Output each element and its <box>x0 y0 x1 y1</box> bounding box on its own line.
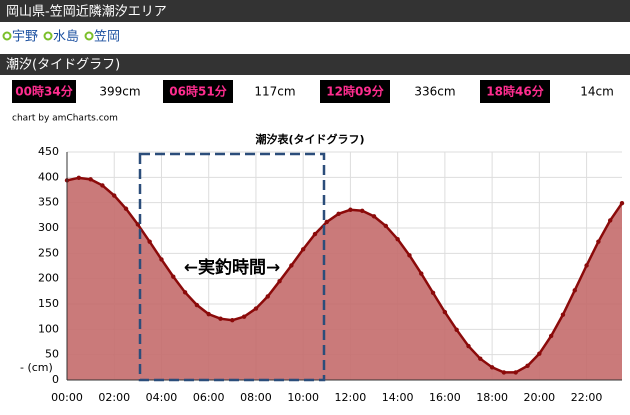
tide-height: 336cm <box>414 85 455 99</box>
data-point <box>466 343 471 349</box>
area-link[interactable]: 笠岡 <box>94 30 120 45</box>
x-tick-label: 00:00 <box>51 391 83 404</box>
header-bar <box>0 0 630 22</box>
chart-title: 潮汐表(タイドグラフ) <box>255 132 364 146</box>
data-point <box>194 302 200 308</box>
data-point <box>277 279 282 284</box>
x-tick-label: 06:00 <box>193 391 225 404</box>
tide-time: 12時09分 <box>326 84 383 99</box>
data-point <box>76 175 82 181</box>
annotation: ←実釣時間→ <box>184 257 281 278</box>
x-tick-label: 12:00 <box>335 391 367 404</box>
data-point <box>478 356 483 361</box>
area-link[interactable]: 宇野 <box>12 30 38 45</box>
fishing-time-box <box>138 152 326 382</box>
y-tick-label: 150 <box>38 297 59 310</box>
header-title: 岡山県-笠岡近隣潮汐エリア <box>6 4 167 20</box>
y-tick-label: 250 <box>38 246 59 259</box>
tide-time-box <box>480 80 550 103</box>
y-tick-label: 300 <box>38 221 59 234</box>
y-tick-label: 400 <box>38 170 59 183</box>
x-tick-label: 22:00 <box>571 391 603 404</box>
data-point <box>513 370 518 375</box>
data-point <box>419 271 424 276</box>
x-tick-label: 20:00 <box>523 391 555 404</box>
data-point <box>206 311 211 317</box>
y-tick-label: 200 <box>38 272 59 285</box>
link-icon <box>84 31 94 41</box>
x-tick-label: 16:00 <box>429 391 461 404</box>
data-point <box>371 214 377 219</box>
y-tick-label: 450 <box>38 145 59 158</box>
data-point <box>395 236 400 242</box>
data-point <box>454 327 459 333</box>
data-point <box>360 208 365 213</box>
data-point <box>230 318 235 323</box>
x-tick-label: 14:00 <box>382 391 414 404</box>
data-point <box>560 312 566 317</box>
data-point <box>501 370 507 375</box>
data-point <box>312 231 318 237</box>
data-point <box>159 257 164 262</box>
data-point <box>619 200 625 206</box>
data-point <box>525 363 530 369</box>
data-point <box>584 263 589 268</box>
x-tick-label: 18:00 <box>476 391 508 404</box>
data-point <box>182 290 188 295</box>
data-point <box>489 365 495 370</box>
tide-time: 00時34分 <box>15 84 72 99</box>
data-point <box>442 309 448 315</box>
y-tick-label: 100 <box>38 322 59 335</box>
tide-time-box <box>320 80 390 103</box>
tide-height: 399cm <box>99 85 140 99</box>
data-point <box>430 290 436 296</box>
area-link[interactable]: 水島 <box>53 30 79 45</box>
data-point <box>218 316 223 321</box>
tide-time-box <box>163 80 233 103</box>
data-point <box>300 247 306 252</box>
tide-time: 18時46分 <box>486 84 543 99</box>
data-point <box>123 206 129 211</box>
data-point <box>289 263 294 268</box>
link-icon <box>2 31 12 41</box>
tide-height: 14cm <box>580 85 614 99</box>
data-point <box>171 274 176 279</box>
tide-time-box <box>12 80 76 103</box>
y-tick-label: 350 <box>38 196 59 209</box>
section-bar <box>0 54 630 75</box>
x-tick-label: 08:00 <box>240 391 272 404</box>
tide-height: 117cm <box>254 85 295 99</box>
tide-line <box>66 176 624 374</box>
data-point <box>100 183 105 188</box>
data-point <box>348 207 353 212</box>
y-tick-label: 0 <box>52 373 59 386</box>
data-point <box>147 239 152 244</box>
data-point <box>336 211 341 217</box>
data-point <box>548 333 554 339</box>
data-point <box>572 288 577 293</box>
x-tick-label: 02:00 <box>98 391 130 404</box>
data-point <box>112 193 117 198</box>
y-tick-label: 50 <box>45 348 59 361</box>
x-tick-label: 10:00 <box>287 391 319 404</box>
area-fill <box>67 177 622 380</box>
tide-time: 06時51分 <box>169 84 226 99</box>
data-point <box>88 177 93 182</box>
data-point <box>596 239 601 244</box>
data-point <box>537 351 542 356</box>
data-point <box>324 219 329 225</box>
y-axis-label: - (cm) <box>20 361 53 374</box>
x-tick-label: 04:00 <box>146 391 178 404</box>
link-icon <box>43 31 53 41</box>
data-point <box>407 253 412 258</box>
credit: chart by amCharts.com <box>12 114 118 124</box>
data-point <box>253 306 259 311</box>
section-title: 潮汐(タイドグラフ) <box>6 57 120 73</box>
data-point <box>607 218 613 223</box>
data-point <box>241 314 247 319</box>
data-point <box>383 223 389 229</box>
data-point <box>265 294 270 299</box>
